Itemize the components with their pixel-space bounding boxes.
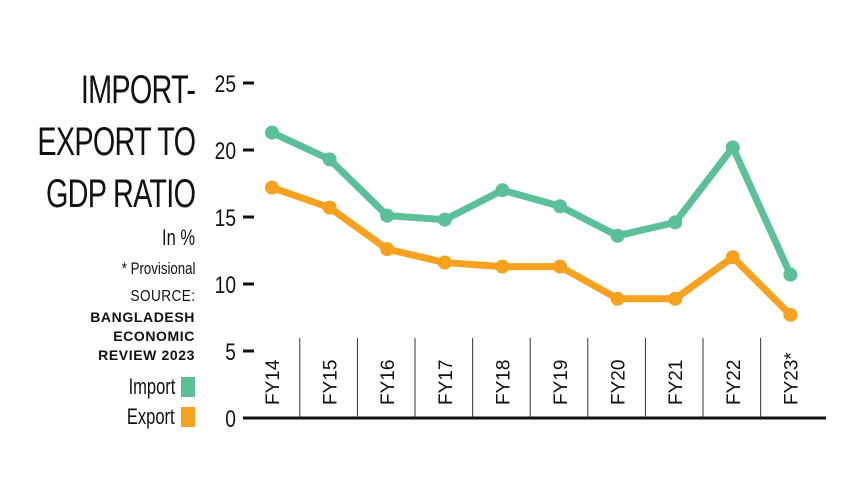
x-tick-label: FY16: [378, 360, 399, 405]
legend-swatch-import: [181, 377, 195, 397]
export-data-point: [783, 307, 798, 322]
x-tick-label: FY19: [551, 360, 572, 405]
source-line-1: BANGLADESH: [90, 309, 195, 325]
source-name: BANGLADESH ECONOMIC REVIEW 2023: [90, 308, 195, 365]
import-data-point: [437, 212, 452, 227]
export-data-point: [437, 255, 452, 270]
legend-item-export: Export: [111, 402, 195, 432]
x-tick-label: FY15: [321, 360, 342, 405]
import-data-point: [725, 140, 740, 155]
x-tick-label: FY23*: [781, 352, 802, 405]
legend-swatch-export: [181, 407, 195, 427]
title-line-3: GDP RATIO: [45, 172, 196, 216]
title-line-2: EXPORT TO: [37, 120, 196, 164]
legend-label-export: Export: [127, 404, 175, 429]
x-tick-label: FY18: [493, 360, 514, 405]
import-data-point: [668, 215, 683, 230]
source-line-2: ECONOMIC: [113, 328, 195, 344]
x-tick-label: FY20: [609, 360, 630, 405]
import-data-point: [783, 267, 798, 282]
y-tick-label: 0: [225, 405, 236, 433]
export-data-point: [725, 250, 740, 265]
import-data-point: [380, 208, 395, 223]
export-data-point: [265, 180, 279, 195]
import-data-point: [610, 228, 625, 243]
provisional-note: * Provisional: [121, 259, 195, 278]
unit-label: In %: [161, 225, 195, 250]
x-tick-label: FY21: [666, 360, 687, 405]
import-data-point: [553, 199, 567, 214]
x-tick-label: FY14: [263, 359, 284, 405]
y-tick-label: 20: [215, 137, 236, 165]
export-data-point: [668, 291, 683, 306]
legend: Import Export: [111, 372, 195, 432]
import-line: [268, 129, 794, 279]
x-axis: FY14 FY15 FY16 FY17 FY18 FY19 FY20 FY21 FY22 FY23…: [263, 338, 802, 418]
import-data-point: [322, 152, 337, 167]
export-data-point: [322, 200, 337, 215]
legend-item-import: Import: [111, 372, 195, 402]
import-data-point: [495, 183, 510, 198]
y-tick-label: 10: [215, 271, 236, 299]
export-data-point: [495, 259, 510, 274]
y-tick-label: 25: [215, 70, 236, 98]
series-group: [265, 125, 798, 322]
y-tick-label: 5: [225, 338, 236, 366]
x-tick-label: FY22: [724, 360, 745, 405]
y-axis: 0 5 10 15 20 25: [215, 70, 826, 433]
y-tick-label: 15: [215, 204, 236, 232]
title-line-1: IMPORT-: [80, 68, 196, 112]
chart-title: IMPORT- EXPORT TO GDP RATIO: [0, 64, 196, 220]
import-data-point: [265, 125, 279, 140]
export-data-point: [380, 242, 395, 257]
x-tick-label: FY17: [436, 360, 457, 405]
legend-label-import: Import: [128, 374, 175, 399]
export-data-point: [610, 291, 625, 306]
export-line: [268, 184, 794, 319]
source-line-3: REVIEW 2023: [98, 347, 195, 363]
source-label: SOURCE:: [130, 288, 195, 305]
export-data-point: [553, 259, 567, 274]
